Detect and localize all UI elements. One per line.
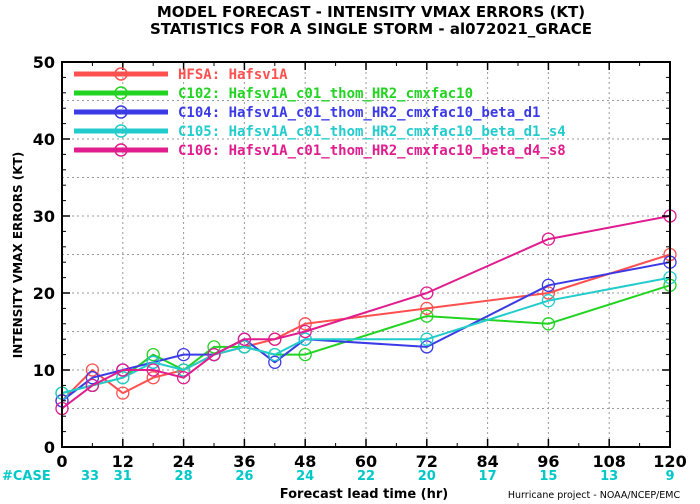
series-line-3 <box>61 276 671 395</box>
data-point <box>237 332 252 346</box>
data-point <box>176 371 191 385</box>
legend-marker-3 <box>114 124 128 138</box>
legend-label-0: HFSA: Hafsv1A <box>178 67 288 83</box>
data-point <box>541 294 556 308</box>
data-point <box>298 347 312 362</box>
data-point <box>146 371 160 385</box>
legend-marker-2 <box>114 105 128 119</box>
case-count: 9 <box>665 469 674 484</box>
data-point <box>541 278 556 292</box>
y-tick-label: 50 <box>33 53 55 72</box>
data-point <box>298 317 312 331</box>
axes: 0 12 24 36 48 60 72 84 96 108 120 0 10 20 30 40 50 <box>33 53 687 471</box>
data-point <box>116 371 130 385</box>
data-point <box>85 378 100 393</box>
x-tick-label: 72 <box>416 452 438 471</box>
y-tick-label: 40 <box>33 130 55 149</box>
data-point <box>541 286 556 300</box>
data-point <box>116 386 130 400</box>
data-point <box>420 286 434 300</box>
data-point <box>85 371 100 385</box>
legend-label-2: C104: Hafsv1A_c01_thom_HR2_cmxfac10_beta… <box>178 105 540 121</box>
case-count-header: #CASE <box>2 469 51 484</box>
data-point <box>116 363 130 377</box>
x-tick-label: 108 <box>592 452 625 471</box>
y-tick-label: 30 <box>33 207 55 226</box>
legend: HFSA: Hafsv1A C102: Hafsv1A_c01_thom_HR2_… <box>74 67 566 159</box>
legend-label-4: C106: Hafsv1A_c01_thom_HR2_cmxfac10_beta… <box>178 143 566 159</box>
data-point <box>420 340 434 354</box>
x-tick-label: 84 <box>476 452 498 471</box>
legend-marker-1 <box>114 86 128 100</box>
y-tick-label: 0 <box>44 438 55 457</box>
legend-label-3: C105: Hafsv1A_c01_thom_HR2_cmxfac10_beta… <box>178 124 566 140</box>
series-lines <box>55 209 677 416</box>
y-axis-label: INTENSITY VMAX ERRORS (KT) <box>11 152 25 358</box>
x-tick-label: 0 <box>56 452 67 471</box>
case-count: 33 <box>81 469 99 484</box>
grid <box>62 62 670 447</box>
data-point <box>268 332 282 346</box>
data-point <box>420 332 434 346</box>
data-point <box>541 232 556 246</box>
data-point <box>298 324 312 339</box>
data-point <box>176 363 191 377</box>
data-point <box>541 317 556 331</box>
data-point <box>85 363 100 377</box>
series-line-4 <box>61 215 671 410</box>
x-tick-label: 96 <box>537 452 559 471</box>
y-tick-label: 20 <box>33 284 55 303</box>
case-count: 17 <box>479 469 497 484</box>
case-count: 31 <box>114 469 132 484</box>
case-counts: #CASE 33 31 28 26 24 22 20 17 15 13 9 <box>2 469 675 484</box>
case-count: 24 <box>296 469 314 484</box>
case-count: 20 <box>418 469 436 484</box>
chart-title-line2: STATISTICS FOR A SINGLE STORM - al072021… <box>150 20 592 38</box>
data-point <box>207 347 221 362</box>
y-tick-label: 10 <box>33 361 55 380</box>
data-point <box>146 363 160 377</box>
chart-title-line1: MODEL FORECAST - INTENSITY VMAX ERRORS (… <box>157 3 585 21</box>
data-point <box>268 355 282 369</box>
x-tick-label: 12 <box>112 452 134 471</box>
legend-marker-4 <box>114 143 128 157</box>
x-tick-label: 36 <box>233 452 255 471</box>
legend-label-1: C102: Hafsv1A_c01_thom_HR2_cmxfac10 <box>178 86 473 102</box>
case-count: 26 <box>235 469 253 484</box>
data-point <box>176 347 191 362</box>
data-point <box>268 347 282 362</box>
case-count: 13 <box>600 469 618 484</box>
x-axis-label: Forecast lead time (hr) <box>280 487 448 502</box>
data-point <box>237 340 252 354</box>
x-tick-label: 24 <box>172 452 194 471</box>
data-point <box>146 355 160 369</box>
case-count: 15 <box>539 469 557 484</box>
x-tick-label: 60 <box>355 452 377 471</box>
x-tick-label: 120 <box>653 452 686 471</box>
data-point <box>420 309 434 323</box>
case-count: 28 <box>175 469 193 484</box>
data-point <box>146 347 160 362</box>
data-point <box>298 332 312 346</box>
credit-text: Hurricane project - NOAA/NCEP/EMC <box>508 490 681 501</box>
legend-marker-0 <box>114 67 128 81</box>
x-tick-label: 48 <box>294 452 316 471</box>
case-count: 22 <box>357 469 375 484</box>
data-point <box>207 340 221 354</box>
data-point <box>420 301 434 316</box>
